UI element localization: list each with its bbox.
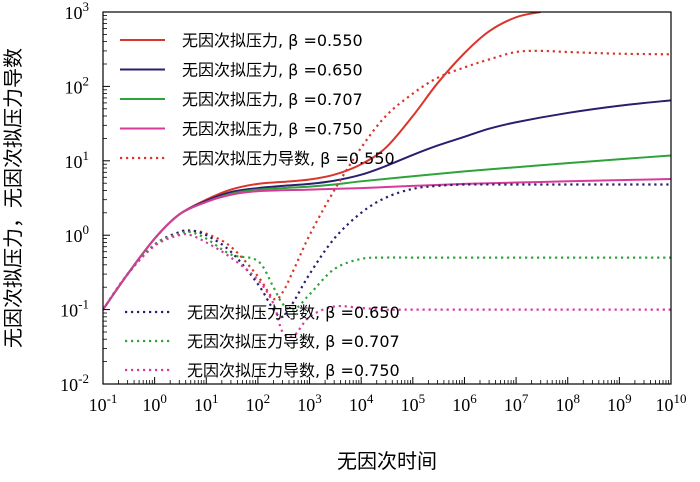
y-tick-label: 100	[65, 222, 90, 246]
x-tick-label: 105	[401, 391, 426, 415]
derivative-series-6	[103, 230, 671, 312]
legend-label: 无因次拟压力导数, β =0.707	[187, 332, 400, 351]
x-tick-label: 100	[142, 391, 167, 415]
legend-label: 无因次拟压力, β =0.707	[182, 90, 363, 109]
legend-label: 无因次拟压力导数, β =0.750	[187, 361, 400, 380]
y-tick-label: 10-2	[60, 371, 89, 395]
x-axis-title: 无因次时间	[337, 449, 437, 473]
x-tick-label: 106	[452, 391, 477, 415]
plot-frame	[102, 11, 672, 385]
ticks-layer: 10-1 100 101 102 103 104 105 106 107 108 109 1010 10…	[60, 0, 686, 415]
y-tick-label: 10-1	[60, 297, 89, 321]
x-tick-label: 108	[555, 391, 580, 415]
legend-label: 无因次拟压力, β =0.750	[182, 120, 363, 139]
legend: 无因次拟压力, β =0.550 无因次拟压力, β =0.650 无因次拟压力, …	[120, 31, 400, 380]
x-tick-label: 104	[349, 391, 374, 415]
derivative-series-5	[103, 183, 671, 319]
pressure-series-3	[103, 177, 671, 311]
y-tick-label: 103	[65, 0, 90, 23]
derivative-series-7	[103, 232, 671, 338]
series-layer	[103, 12, 671, 338]
legend-label: 无因次拟压力导数, β =0.650	[187, 303, 400, 322]
x-tick-label: 101	[194, 391, 219, 415]
legend-label: 无因次拟压力, β =0.550	[182, 31, 363, 50]
x-tick-label: 102	[246, 391, 271, 415]
y-tick-label: 101	[65, 148, 90, 172]
legend-label: 无因次拟压力, β =0.650	[182, 61, 363, 80]
x-tick-label: 103	[297, 391, 322, 415]
x-tick-label: 107	[504, 391, 529, 415]
legend-label: 无因次拟压力导数, β =0.550	[182, 149, 395, 168]
x-tick-label: 109	[607, 391, 632, 415]
y-axis-title: 无因次拟压力，无因次拟压力导数	[1, 48, 25, 348]
x-tick-label: 10-1	[89, 391, 118, 415]
x-tick-label: 1010	[656, 391, 687, 415]
y-tick-label: 102	[65, 73, 90, 97]
pressure-series-2	[103, 154, 671, 311]
